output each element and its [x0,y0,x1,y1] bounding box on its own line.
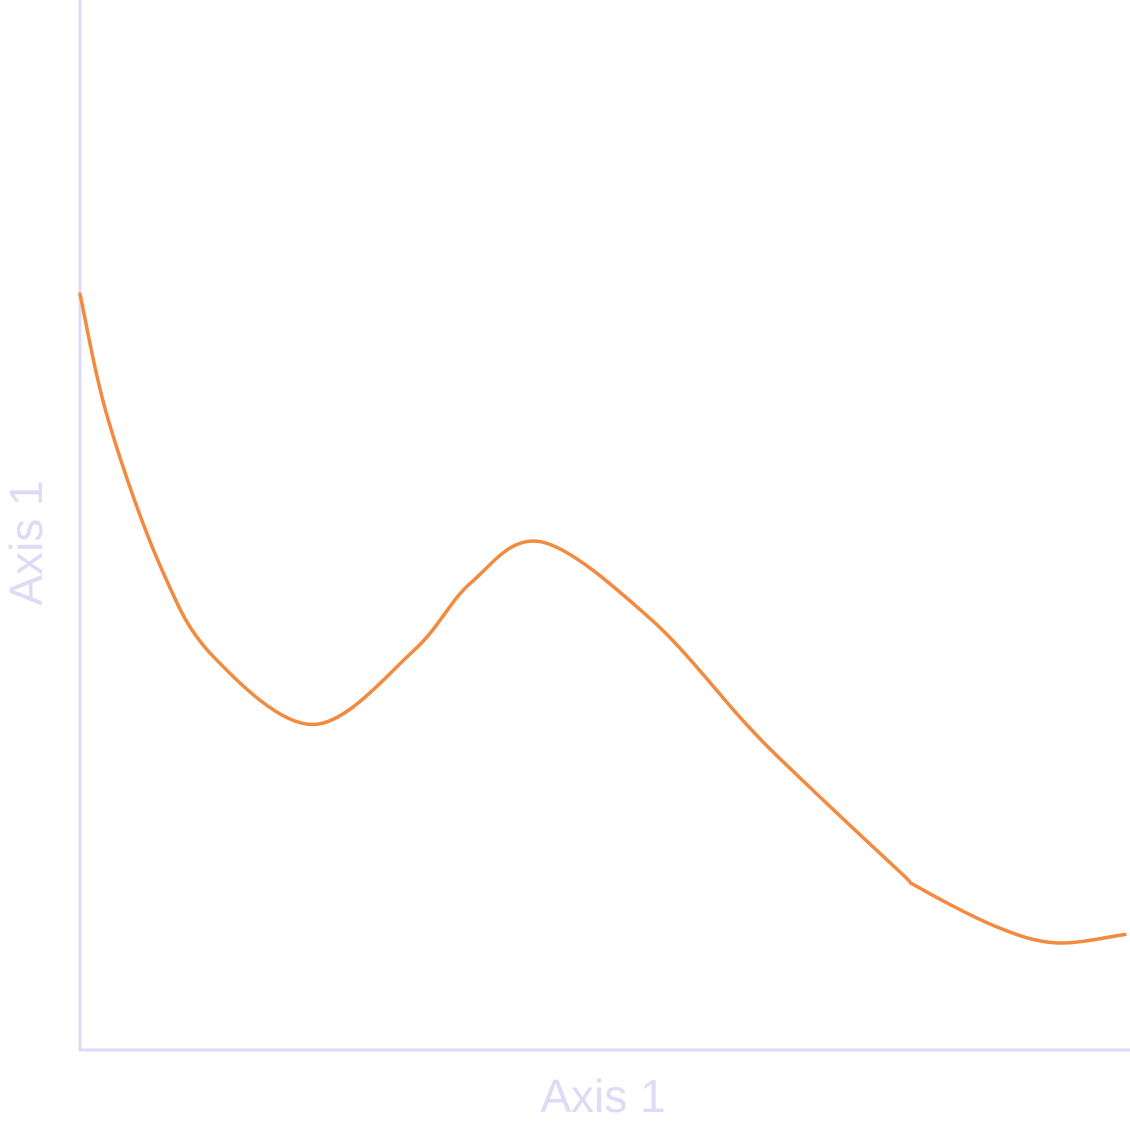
series-line-1 [78,292,1127,945]
y-axis-title: Axis 1 [0,480,52,605]
series-layer [78,292,1127,945]
x-axis-title: Axis 1 [540,1070,665,1122]
